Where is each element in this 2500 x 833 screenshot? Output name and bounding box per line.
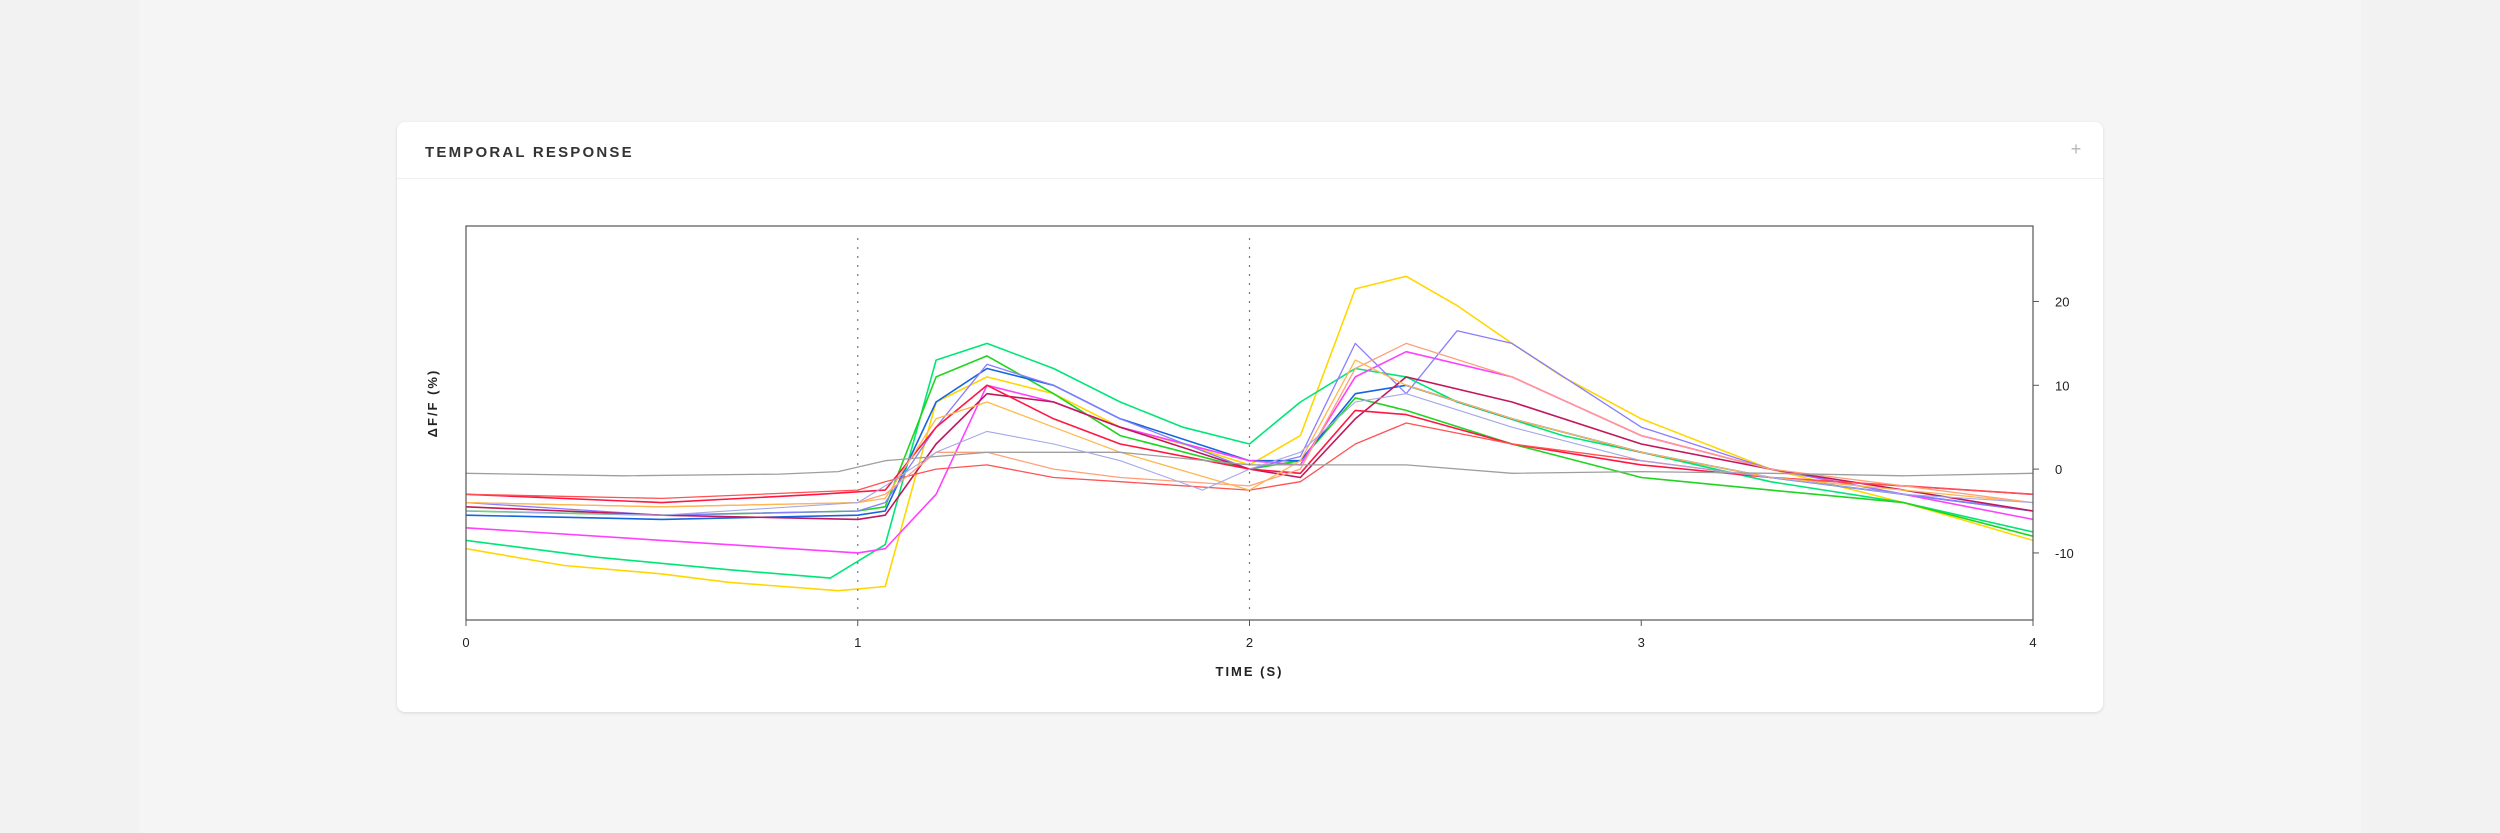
plus-icon[interactable]: + (2070, 139, 2082, 159)
panel-header: TEMPORAL RESPONSE + (397, 122, 2103, 179)
temporal-response-panel: TEMPORAL RESPONSE + 0 1 2 3 4 -10 0 10 20 TIME … (397, 122, 2103, 712)
y-tick-label: 10 (2055, 378, 2069, 393)
plot-frame (465, 225, 2034, 621)
x-tick-label: 0 (462, 635, 469, 650)
panel-title: TEMPORAL RESPONSE (425, 144, 634, 161)
series-line-12 (465, 451, 2034, 477)
series-layer (465, 275, 2034, 592)
x-tick-label: 4 (2029, 635, 2036, 650)
temporal-response-chart: 0 1 2 3 4 -10 0 10 20 TIME (S) ΔF/F (%) (425, 225, 2074, 679)
series-line-10 (465, 342, 2034, 508)
series-line-6 (465, 330, 2034, 516)
y-axis-ticks: -10 0 10 20 (2033, 294, 2074, 561)
x-tick-label: 3 (1638, 635, 1645, 650)
x-axis-label: TIME (S) (1216, 664, 1284, 679)
series-line-5 (465, 350, 2034, 554)
x-tick-label: 1 (854, 635, 861, 650)
y-tick-label: 20 (2055, 294, 2069, 309)
reference-lines (857, 238, 1251, 616)
y-tick-label: -10 (2055, 546, 2074, 561)
series-line-7 (465, 376, 2034, 521)
series-line-13 (465, 393, 2034, 516)
x-tick-label: 2 (1246, 635, 1253, 650)
y-tick-label: 0 (2055, 462, 2062, 477)
x-axis-ticks: 0 1 2 3 4 (462, 620, 2037, 650)
series-line-1 (465, 275, 2034, 592)
y-axis-label: ΔF/F (%) (425, 369, 440, 438)
